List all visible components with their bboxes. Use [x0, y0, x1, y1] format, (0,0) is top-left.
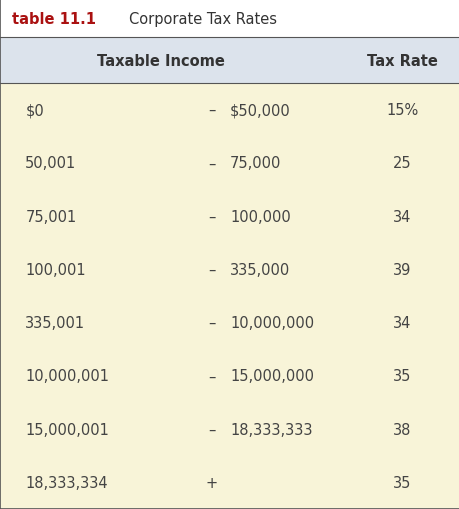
Text: 50,001: 50,001 [25, 156, 76, 171]
Text: Tax Rate: Tax Rate [366, 53, 437, 69]
Text: Taxable Income: Taxable Income [97, 53, 224, 69]
Text: 15%: 15% [386, 103, 418, 118]
Text: 35: 35 [392, 369, 411, 384]
Text: –: – [207, 263, 215, 277]
Text: $50,000: $50,000 [230, 103, 290, 118]
Text: 100,001: 100,001 [25, 263, 86, 277]
Text: –: – [207, 422, 215, 437]
Text: 38: 38 [392, 422, 411, 437]
Text: 10,000,001: 10,000,001 [25, 369, 109, 384]
Text: 75,000: 75,000 [230, 156, 281, 171]
Text: +: + [205, 475, 217, 490]
Text: –: – [207, 209, 215, 224]
Text: 34: 34 [392, 209, 411, 224]
Text: table 11.1: table 11.1 [11, 12, 95, 26]
Text: 18,333,333: 18,333,333 [230, 422, 312, 437]
Text: 35: 35 [392, 475, 411, 490]
Text: 335,000: 335,000 [230, 263, 290, 277]
Text: 25: 25 [392, 156, 411, 171]
Text: 39: 39 [392, 263, 411, 277]
Text: 15,000,001: 15,000,001 [25, 422, 109, 437]
FancyBboxPatch shape [0, 0, 459, 38]
Text: 75,001: 75,001 [25, 209, 76, 224]
Text: 18,333,334: 18,333,334 [25, 475, 108, 490]
Text: –: – [207, 103, 215, 118]
FancyBboxPatch shape [0, 38, 459, 84]
Text: 34: 34 [392, 316, 411, 330]
Text: 335,001: 335,001 [25, 316, 85, 330]
Text: Corporate Tax Rates: Corporate Tax Rates [129, 12, 276, 26]
Text: –: – [207, 316, 215, 330]
Text: 15,000,000: 15,000,000 [230, 369, 313, 384]
FancyBboxPatch shape [0, 84, 459, 509]
Text: 10,000,000: 10,000,000 [230, 316, 313, 330]
Text: –: – [207, 156, 215, 171]
Text: 100,000: 100,000 [230, 209, 290, 224]
Text: –: – [207, 369, 215, 384]
Text: $0: $0 [25, 103, 44, 118]
